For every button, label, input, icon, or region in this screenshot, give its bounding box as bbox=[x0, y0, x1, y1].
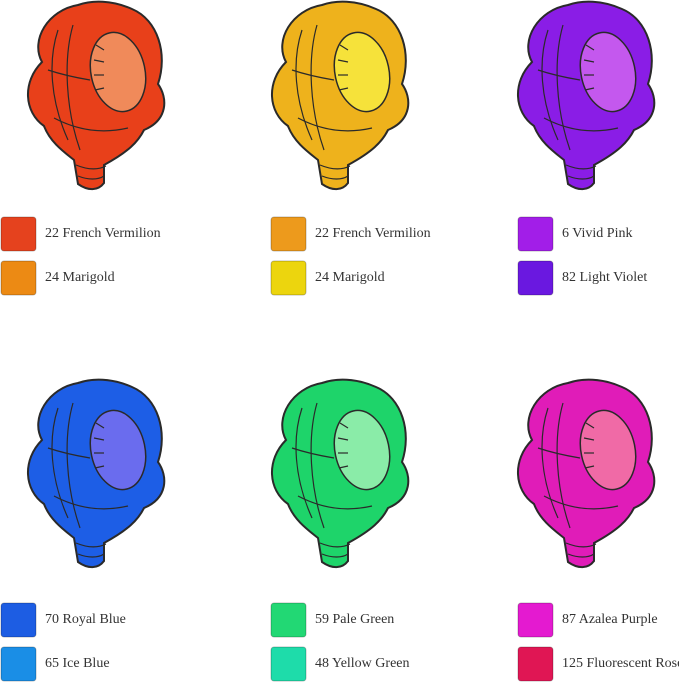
shell bbox=[517, 0, 656, 191]
shell-line bbox=[541, 29, 559, 141]
swatch bbox=[0, 602, 37, 638]
shell-body bbox=[271, 0, 410, 191]
shell-line bbox=[77, 553, 105, 558]
shell-opening bbox=[579, 409, 637, 491]
shell-line bbox=[556, 402, 571, 529]
swatch bbox=[517, 260, 554, 296]
shell-line bbox=[583, 437, 595, 441]
shell-line bbox=[339, 44, 349, 51]
shell-line bbox=[75, 542, 107, 548]
shell-line bbox=[93, 59, 105, 63]
swatch bbox=[270, 646, 307, 682]
shell-body bbox=[517, 0, 656, 191]
shell-line bbox=[75, 164, 107, 170]
shell-line bbox=[93, 437, 105, 441]
shell bbox=[517, 378, 656, 569]
shell-line bbox=[537, 69, 581, 81]
shell-line bbox=[319, 164, 351, 170]
swatch-label: 24 Marigold bbox=[315, 270, 385, 285]
shell-line bbox=[321, 175, 349, 180]
swatch-label: 6 Vivid Pink bbox=[562, 226, 632, 241]
swatch-label: 82 Light Violet bbox=[562, 270, 647, 285]
swatch-label: 125 Fluorescent Rose bbox=[562, 656, 679, 671]
shell-line bbox=[339, 422, 349, 429]
shell-line bbox=[310, 402, 325, 529]
swatch-label: 24 Marigold bbox=[45, 270, 115, 285]
shell-body bbox=[27, 0, 166, 191]
shell-line bbox=[51, 29, 69, 141]
swatch bbox=[270, 602, 307, 638]
shell-line bbox=[567, 175, 595, 180]
shell-line bbox=[583, 59, 595, 63]
shell-body bbox=[27, 378, 166, 569]
shell-line bbox=[556, 24, 571, 151]
shell-body bbox=[271, 378, 410, 569]
shell-opening bbox=[89, 409, 147, 491]
shell-line bbox=[47, 447, 91, 459]
swatch-label: 87 Azalea Purple bbox=[562, 612, 658, 627]
shell-opening bbox=[89, 31, 147, 113]
shell-line bbox=[585, 44, 595, 51]
swatch bbox=[0, 216, 37, 252]
shell-line bbox=[53, 117, 129, 132]
shell-line bbox=[310, 24, 325, 151]
shell-line bbox=[567, 553, 595, 558]
shell-line bbox=[53, 495, 129, 510]
shell bbox=[27, 0, 166, 191]
swatch-label: 48 Yellow Green bbox=[315, 656, 410, 671]
shell bbox=[271, 378, 410, 569]
shell-line bbox=[77, 175, 105, 180]
swatch-label: 22 French Vermilion bbox=[45, 226, 161, 241]
swatch-label: 65 Ice Blue bbox=[45, 656, 110, 671]
swatch bbox=[0, 646, 37, 682]
shell-line bbox=[565, 542, 597, 548]
shell-line bbox=[319, 542, 351, 548]
shell-body bbox=[517, 378, 656, 569]
swatch-label: 59 Pale Green bbox=[315, 612, 394, 627]
shell-line bbox=[94, 465, 105, 469]
shell-line bbox=[338, 465, 349, 469]
shell-line bbox=[297, 117, 373, 132]
shell-line bbox=[543, 495, 619, 510]
shell-line bbox=[51, 407, 69, 519]
shell-line bbox=[537, 447, 581, 459]
shell-line bbox=[66, 24, 81, 151]
shell bbox=[271, 0, 410, 191]
shell-line bbox=[584, 87, 595, 91]
shell-opening bbox=[579, 31, 637, 113]
shell-line bbox=[95, 44, 105, 51]
shell-line bbox=[543, 117, 619, 132]
shell-line bbox=[295, 407, 313, 519]
shell-line bbox=[541, 407, 559, 519]
shell-line bbox=[94, 87, 105, 91]
swatch bbox=[0, 260, 37, 296]
shell-line bbox=[321, 553, 349, 558]
swatch bbox=[270, 260, 307, 296]
shell-line bbox=[297, 495, 373, 510]
shell-line bbox=[565, 164, 597, 170]
swatch bbox=[270, 216, 307, 252]
shell-line bbox=[47, 69, 91, 81]
shell-line bbox=[291, 69, 335, 81]
shell-line bbox=[95, 422, 105, 429]
shell-line bbox=[585, 422, 595, 429]
shell-line bbox=[291, 447, 335, 459]
shell-opening bbox=[333, 409, 391, 491]
swatch-label: 70 Royal Blue bbox=[45, 612, 126, 627]
shell-line bbox=[584, 465, 595, 469]
swatch bbox=[517, 602, 554, 638]
shell-line bbox=[295, 29, 313, 141]
swatch-label: 22 French Vermilion bbox=[315, 226, 431, 241]
shell-line bbox=[337, 437, 349, 441]
swatch bbox=[517, 216, 554, 252]
shell bbox=[27, 378, 166, 569]
shell-line bbox=[66, 402, 81, 529]
swatch bbox=[517, 646, 554, 682]
shell-line bbox=[338, 87, 349, 91]
shell-line bbox=[337, 59, 349, 63]
shell-opening bbox=[333, 31, 391, 113]
